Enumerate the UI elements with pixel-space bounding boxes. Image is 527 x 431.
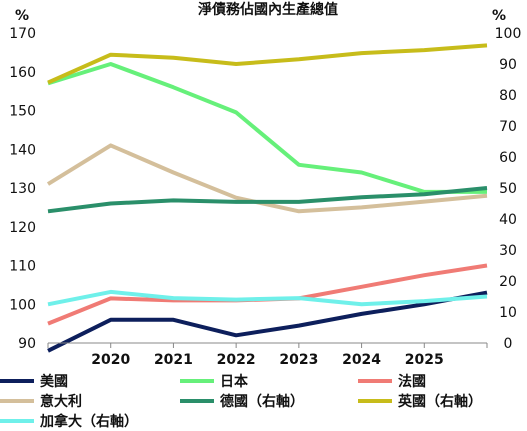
left-axis-ticks: 90 100 110 120 130 140 150 160 170 (9, 26, 36, 352)
series-line-1 (47, 62, 487, 194)
legend-item: 日本 (180, 372, 248, 390)
legend-swatch (0, 379, 34, 383)
series-line-3 (46, 143, 488, 214)
legend: 美國 日本 法國意大利 德國（右軸） 英國（右軸） 加拿大（右軸） (0, 372, 527, 430)
legend-label: 意大利 (40, 394, 82, 410)
legend-item: 意大利 (0, 392, 82, 410)
left-tick-label: 100 (9, 297, 36, 313)
series-line-5 (47, 43, 488, 85)
right-tick-label: 90 (499, 57, 517, 73)
legend-swatch (180, 379, 214, 383)
legend-label: 英國（右軸） (398, 394, 482, 410)
legend-swatch (180, 399, 214, 403)
x-axis: 2020 2021 2022 2023 2024 2025 (47, 342, 488, 368)
left-tick-label: 130 (9, 181, 36, 197)
chart-canvas: 淨債務佔國內生產總值 % % 9010011012013014015016017… (9, 1, 522, 368)
legend-label: 法國 (398, 374, 426, 390)
legend-label: 德國（右軸） (220, 394, 304, 410)
legend-label: 加拿大（右軸） (40, 414, 138, 430)
legend-swatch (358, 379, 392, 383)
left-axis-unit: % (15, 8, 29, 24)
series-line-6 (47, 289, 488, 307)
right-tick-label: 100 (495, 26, 522, 42)
left-tick-label: 150 (9, 104, 36, 120)
legend-swatch (0, 399, 34, 403)
plot-lines (46, 43, 488, 353)
legend-label: 日本 (220, 374, 248, 390)
legend-item: 美國 (0, 372, 68, 390)
legend-item: 英國（右軸） (358, 392, 482, 410)
right-tick-label: 70 (499, 119, 517, 135)
x-tick-label: 2024 (342, 352, 381, 368)
x-tick-label: 2023 (279, 352, 318, 368)
left-tick-label: 120 (9, 220, 36, 236)
right-tick-label: 10 (499, 305, 517, 321)
series-line-4 (47, 186, 488, 214)
legend-item: 加拿大（右軸） (0, 412, 138, 430)
left-tick-label: 170 (9, 26, 36, 42)
series-line-0 (47, 290, 488, 353)
right-tick-label: 20 (499, 274, 517, 290)
left-tick-label: 110 (9, 259, 36, 275)
right-tick-label: 50 (499, 181, 517, 197)
x-tick-label: 2022 (217, 352, 256, 368)
x-tick-label: 2020 (91, 352, 130, 368)
x-tick-label: 2021 (154, 352, 193, 368)
right-tick-label: 40 (499, 212, 517, 228)
right-tick-label: 60 (499, 150, 517, 166)
left-tick-label: 90 (18, 336, 36, 352)
right-axis-unit: % (492, 8, 506, 24)
x-tick-label: 2025 (405, 352, 444, 368)
legend-label: 美國 (40, 374, 68, 390)
legend-item: 德國（右軸） (180, 392, 304, 410)
legend-swatch (358, 399, 392, 403)
right-axis-ticks: 0 10 20 30 40 50 60 70 80 90 100 (495, 26, 522, 352)
left-tick-label: 160 (9, 65, 36, 81)
series-line-2 (47, 263, 488, 326)
left-tick-label: 140 (9, 142, 36, 158)
right-tick-label: 30 (499, 243, 517, 259)
legend-swatch (0, 419, 34, 423)
right-tick-label: 0 (504, 336, 513, 352)
chart-title: 淨債務佔國內生產總值 (198, 1, 338, 18)
right-tick-label: 80 (499, 88, 517, 104)
legend-item: 法國 (358, 372, 426, 390)
